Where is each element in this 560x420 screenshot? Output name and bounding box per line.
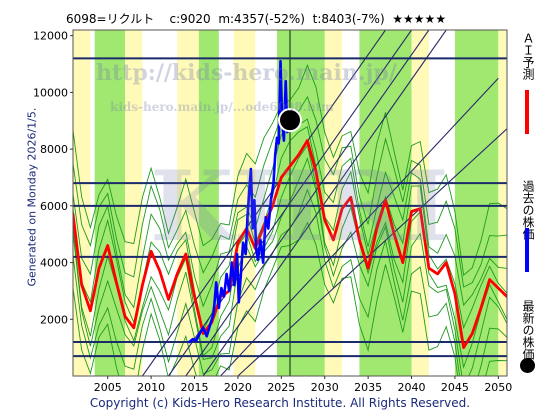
watermark-url-sub: kids-hero.main.jp/...ode6098.htm [110,100,334,114]
y-axis: 2000 4000 6000 8000 10000 12000 [33,30,73,326]
x-tick-label: 2045 [441,381,469,394]
latest-price-dot [278,108,302,133]
trend-line [237,127,507,376]
x-tick-label: 2005 [94,381,122,394]
x-tick-label: 2030 [311,381,339,394]
x-tick-label: 2020 [224,381,252,394]
legend-latest-price-label: 最新の株価 [521,300,535,360]
generated-date-label: Generated on Monday 2026/1/5. [25,107,39,287]
target-price: t:8403(-7%) [312,12,385,26]
legend-latest-price: 最新の株価 [516,300,540,380]
latest-layer [278,108,302,133]
plot-frame [72,29,508,377]
cycle-band [498,30,507,376]
legend-past-price: 過去の株価 [516,180,540,280]
legend-ai-forecast: ＡＩ予測 [516,32,540,134]
chart-header: 6098=リクルト c:9020 m:4357(-52%) t:8403(-7%… [66,10,446,27]
x-tick-label: 2035 [354,381,382,394]
watermark-url-main: http://kids-hero.main.jp/ [96,60,397,86]
trend-line [185,30,430,376]
y-tick-label: 6000 [40,200,68,213]
series-layer [73,59,507,349]
trend-line [141,30,386,376]
cycle-band [125,30,143,376]
trend-line [220,77,499,376]
x-tick-label: 2025 [267,381,295,394]
x-tick-label: 2050 [484,381,512,394]
y-tick-label: 2000 [40,313,68,326]
legend-ai-forecast-swatch [525,90,529,134]
legend-past-price-swatch [525,228,529,272]
x-tick-label: 2010 [137,381,165,394]
legend-latest-price-swatch [520,358,535,373]
x-tick-label: 2040 [398,381,426,394]
stock-code-name: 6098=リクルト [66,12,155,26]
past-price-line [188,59,292,344]
y-tick-label: 4000 [40,257,68,270]
close-price: c:9020 [169,12,211,26]
y-tick-label: 10000 [33,86,68,99]
legend-ai-forecast-label: ＡＩ予測 [521,32,535,80]
copyright-notice: Copyright (c) Kids-Hero Research Institu… [89,396,471,410]
y-tick-label: 8000 [40,143,68,156]
legend-past-price-label: 過去の株価 [521,180,535,240]
x-axis: 2005 2010 2015 2020 2025 2030 2035 2040 2045 2050 [94,376,512,394]
trend-line [202,30,447,376]
ai-forecast-line [73,139,507,349]
x-tick-label: 2015 [181,381,209,394]
rating-stars: ★★★★★ [392,12,447,26]
min-price: m:4357(-52%) [218,12,305,26]
watermark-logo: KHRI [150,150,449,263]
y-tick-label: 12000 [33,30,68,43]
